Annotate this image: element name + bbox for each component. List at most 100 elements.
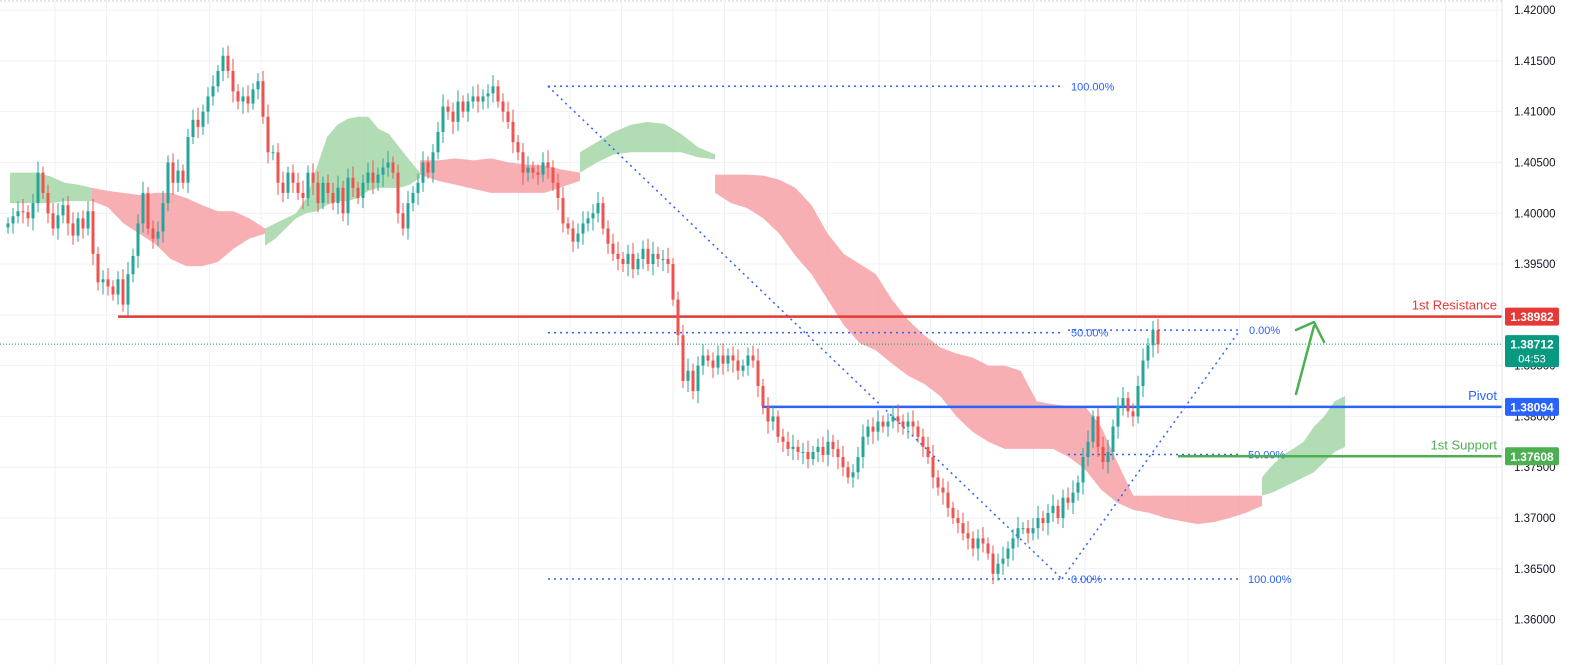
candle-body [396, 172, 400, 214]
candle-body [1116, 406, 1120, 427]
candle-body [746, 355, 750, 366]
fib-down-100-label: 100.00% [1071, 81, 1115, 93]
fib-up-0-label: 0.00% [1249, 325, 1280, 337]
cloud-green-3 [580, 121, 715, 173]
candle-body [86, 211, 90, 229]
level-badge[interactable] [1505, 307, 1559, 326]
candle-body [121, 279, 125, 305]
price-axis[interactable]: 1.42000 1.41500 1.41000 1.40500 1.40000 1.395… [1501, 0, 1581, 665]
cloud-green-1 [10, 172, 92, 204]
candle-body [806, 451, 810, 460]
candle-body [511, 121, 515, 143]
candle-body [501, 101, 505, 112]
candle-body [1071, 492, 1075, 503]
candle-body [846, 467, 850, 478]
candle-body [786, 441, 790, 449]
price-tick-label: 1.41500 [1514, 56, 1556, 68]
candle-body [941, 487, 945, 493]
candle-body [296, 182, 300, 193]
fib-down-trend[interactable] [547, 85, 1063, 580]
candle-body [176, 170, 180, 183]
candle-body [891, 416, 895, 422]
arrow-up-icon[interactable] [1294, 324, 1316, 396]
candle-body [1031, 528, 1035, 534]
candle-body [151, 228, 155, 239]
candle-body [271, 152, 275, 154]
candle-body [1131, 411, 1135, 417]
candle-body [1036, 518, 1040, 529]
candle-body [21, 211, 25, 213]
candle-body [766, 406, 770, 422]
candle-body [1061, 497, 1065, 519]
level-badge[interactable] [1505, 447, 1559, 466]
candle-body [266, 116, 270, 153]
candle-body [1041, 518, 1045, 524]
candle-body [451, 111, 455, 122]
fib-down-0-label: 0.00% [1071, 574, 1102, 586]
candle-body [1021, 528, 1025, 530]
candle-body [966, 533, 970, 539]
candle-body [931, 457, 935, 478]
candle-body [901, 421, 905, 427]
candle-body [251, 89, 255, 104]
candle-body [671, 264, 675, 300]
candle-body [36, 172, 40, 204]
candle-body [1066, 497, 1070, 503]
candle-body [676, 299, 680, 336]
candle-body [781, 436, 785, 442]
candle-body [1146, 345, 1150, 361]
candle-body [741, 365, 745, 371]
price-tick-label: 1.40000 [1514, 208, 1556, 220]
candle-body [406, 203, 410, 229]
candle-body [956, 518, 960, 524]
annotations[interactable] [1294, 320, 1326, 396]
candle-body [216, 71, 220, 87]
price-tick-label: 1.36000 [1514, 615, 1556, 627]
candle-body [796, 446, 800, 452]
candle-body [751, 355, 755, 361]
price-levels[interactable]: 1st Resistance Pivot 1st Support [0, 298, 1502, 458]
candle-body [311, 172, 315, 183]
candle-body [641, 248, 645, 259]
candle-body [61, 205, 65, 216]
candle-body [96, 253, 100, 283]
candle-body [591, 213, 595, 219]
candle-body [1121, 398, 1125, 407]
candle-body [291, 172, 295, 183]
candle-body [16, 211, 20, 217]
candle-body [226, 55, 230, 72]
candle-body [951, 507, 955, 519]
candle-body [191, 119, 195, 138]
candle-body [486, 93, 490, 97]
candle-body [476, 96, 480, 102]
candle-body [166, 162, 170, 204]
support-label: 1st Support [1431, 437, 1498, 452]
candle-body [231, 71, 235, 92]
candle-body [1056, 505, 1060, 519]
price-tick-label: 1.42000 [1514, 5, 1556, 17]
candle-body [911, 421, 915, 427]
candle-body [466, 101, 470, 112]
candle-body [916, 426, 920, 437]
candle-body [711, 360, 715, 368]
candle-body [661, 258, 665, 260]
candle-body [551, 167, 555, 183]
candle-body [536, 172, 540, 175]
candle-body [886, 421, 890, 427]
candle-body [376, 174, 380, 183]
candle-body [1051, 505, 1055, 513]
candle-body [106, 279, 110, 287]
candle-body [246, 96, 250, 104]
candle-body [896, 416, 900, 422]
cloud-red-1 [92, 187, 265, 267]
candle-body [561, 198, 565, 224]
current-price-badge[interactable] [1505, 335, 1559, 368]
candle-body [276, 152, 280, 183]
level-badge[interactable] [1505, 397, 1559, 416]
candle-body [1091, 416, 1095, 442]
candle-body [186, 137, 190, 183]
candle-body [701, 355, 705, 366]
